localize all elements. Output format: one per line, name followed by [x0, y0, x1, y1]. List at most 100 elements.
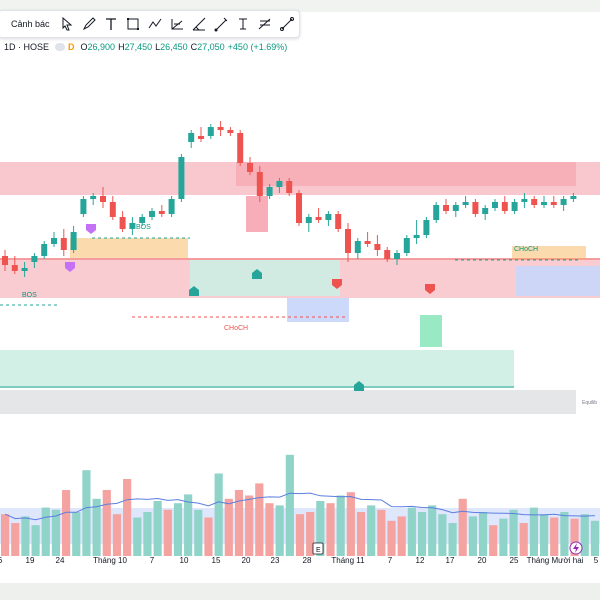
candle-body	[60, 238, 67, 250]
xaxis-tick-label: 7	[387, 556, 393, 565]
xaxis-tick-label: 7	[149, 556, 155, 565]
volume-bar	[112, 514, 122, 556]
candle-body	[560, 199, 567, 205]
change-value: +450 (+1.69%)	[227, 42, 288, 52]
volume-bar	[346, 492, 355, 556]
interval-badge[interactable]: D	[68, 42, 75, 52]
xaxis-tick-label: 23	[270, 556, 280, 565]
rectangle-icon[interactable]	[122, 13, 144, 35]
line-icon[interactable]	[276, 13, 298, 35]
alerts-label[interactable]: Cảnh bác	[11, 19, 50, 29]
candle-body	[433, 205, 440, 220]
volume-bar	[245, 495, 254, 556]
cursor-icon[interactable]	[56, 13, 78, 35]
candle-body	[168, 199, 175, 214]
visibility-toggle[interactable]	[55, 43, 66, 51]
volume-bar	[102, 490, 111, 556]
candle-body	[570, 196, 577, 199]
volume-bar	[306, 512, 315, 556]
xaxis-tick-label: 5	[593, 556, 599, 565]
bos-label-left: BOS	[22, 292, 37, 299]
volume-bar	[1, 514, 10, 556]
volume-bar	[51, 509, 61, 556]
anchored-text-icon[interactable]	[232, 13, 254, 35]
candle-body	[374, 244, 381, 250]
candle-body	[413, 235, 420, 238]
volume-bar	[580, 514, 589, 556]
candle-body	[501, 202, 508, 211]
volume-bar	[204, 517, 213, 556]
supply-block-small	[246, 196, 268, 232]
candle-body	[70, 232, 77, 250]
pivot-marker	[252, 269, 262, 279]
volume-bar	[224, 498, 233, 556]
volume-bar	[316, 501, 325, 556]
volume-bar	[92, 498, 101, 556]
fib-icon[interactable]	[254, 13, 276, 35]
volume-bar	[11, 523, 20, 556]
xaxis-tick-label: 17	[445, 556, 455, 565]
xaxis-tick-label: Tháng 11	[331, 556, 365, 565]
candle-body	[276, 181, 283, 187]
pattern-icon[interactable]	[166, 13, 188, 35]
candle-body	[394, 253, 400, 259]
time-axis[interactable]: 6 19 24 Tháng 10 7 10 15 20 23 28 Tháng 11 7 12 17 20 2…	[0, 556, 600, 572]
volume-bar	[377, 509, 386, 556]
brush-icon[interactable]	[78, 13, 100, 35]
xaxis-tick-label: Tháng 10	[93, 556, 127, 565]
candle-body	[51, 238, 57, 244]
text-icon[interactable]	[100, 13, 122, 35]
volume-bar	[153, 501, 162, 556]
trend-path-icon[interactable]	[144, 13, 166, 35]
candle-body	[21, 268, 28, 271]
candle-body	[237, 133, 244, 163]
orderblock-orange-right	[512, 246, 586, 260]
candle-body	[403, 238, 410, 253]
ruler-icon[interactable]	[210, 13, 232, 35]
event-marker-box[interactable]	[312, 542, 324, 555]
candle-body	[511, 202, 518, 211]
volume-bar	[509, 509, 518, 556]
candle-body	[100, 196, 106, 202]
candle-body	[550, 202, 557, 205]
ohlc-legend: 1D · HOSE D O 26,900 H 27,450 L 26,450 C 27,…	[0, 40, 290, 54]
volume-bar	[72, 512, 81, 556]
candle-body	[364, 241, 371, 244]
candle-body	[198, 136, 204, 139]
candle-body	[305, 217, 312, 223]
xaxis-tick-label: 24	[55, 556, 65, 565]
candle-body	[227, 130, 234, 133]
candle-body	[149, 211, 155, 217]
volume-bar	[468, 516, 477, 556]
pivot-markers	[65, 224, 435, 391]
volume-bar	[367, 505, 376, 556]
candle-body	[41, 244, 48, 256]
volume-ma-line	[4, 492, 595, 521]
candle-body	[354, 241, 361, 253]
candle-body	[11, 265, 18, 271]
candle-body	[158, 211, 165, 214]
equilibrium-zone	[0, 390, 576, 414]
long-position-icon[interactable]	[188, 13, 210, 35]
bottom-strip	[0, 583, 600, 600]
orderblock-blue-mid	[287, 298, 349, 322]
candle-body	[541, 202, 547, 205]
volume-bar	[123, 479, 132, 556]
symbol-label[interactable]: 1D · HOSE	[4, 42, 50, 52]
volume-bar	[428, 505, 437, 556]
demand-zone-low	[0, 350, 514, 388]
volume-bar	[458, 498, 467, 556]
candle-body	[109, 202, 116, 217]
candle-body	[482, 208, 489, 214]
volume-bar	[438, 514, 447, 556]
candle-body	[178, 157, 185, 199]
candle-body	[119, 217, 126, 229]
volume-bar	[194, 509, 203, 556]
candle-body	[2, 256, 8, 265]
high-label: H	[118, 42, 125, 52]
xaxis-tick-label: 20	[477, 556, 487, 565]
demand-block-small	[420, 315, 442, 347]
open-label: O	[80, 42, 88, 52]
top-strip	[0, 0, 600, 12]
